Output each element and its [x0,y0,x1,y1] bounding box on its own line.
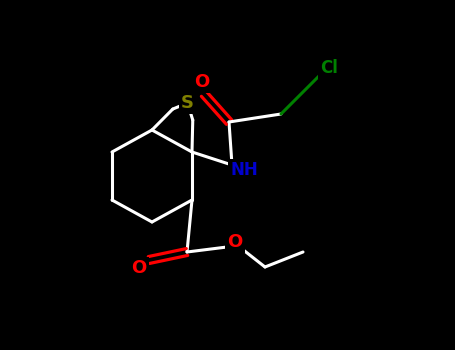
Text: O: O [131,259,147,277]
Text: O: O [228,233,243,251]
Text: S: S [181,94,194,112]
Text: O: O [194,73,210,91]
Text: Cl: Cl [320,59,338,77]
Text: NH: NH [230,161,258,179]
